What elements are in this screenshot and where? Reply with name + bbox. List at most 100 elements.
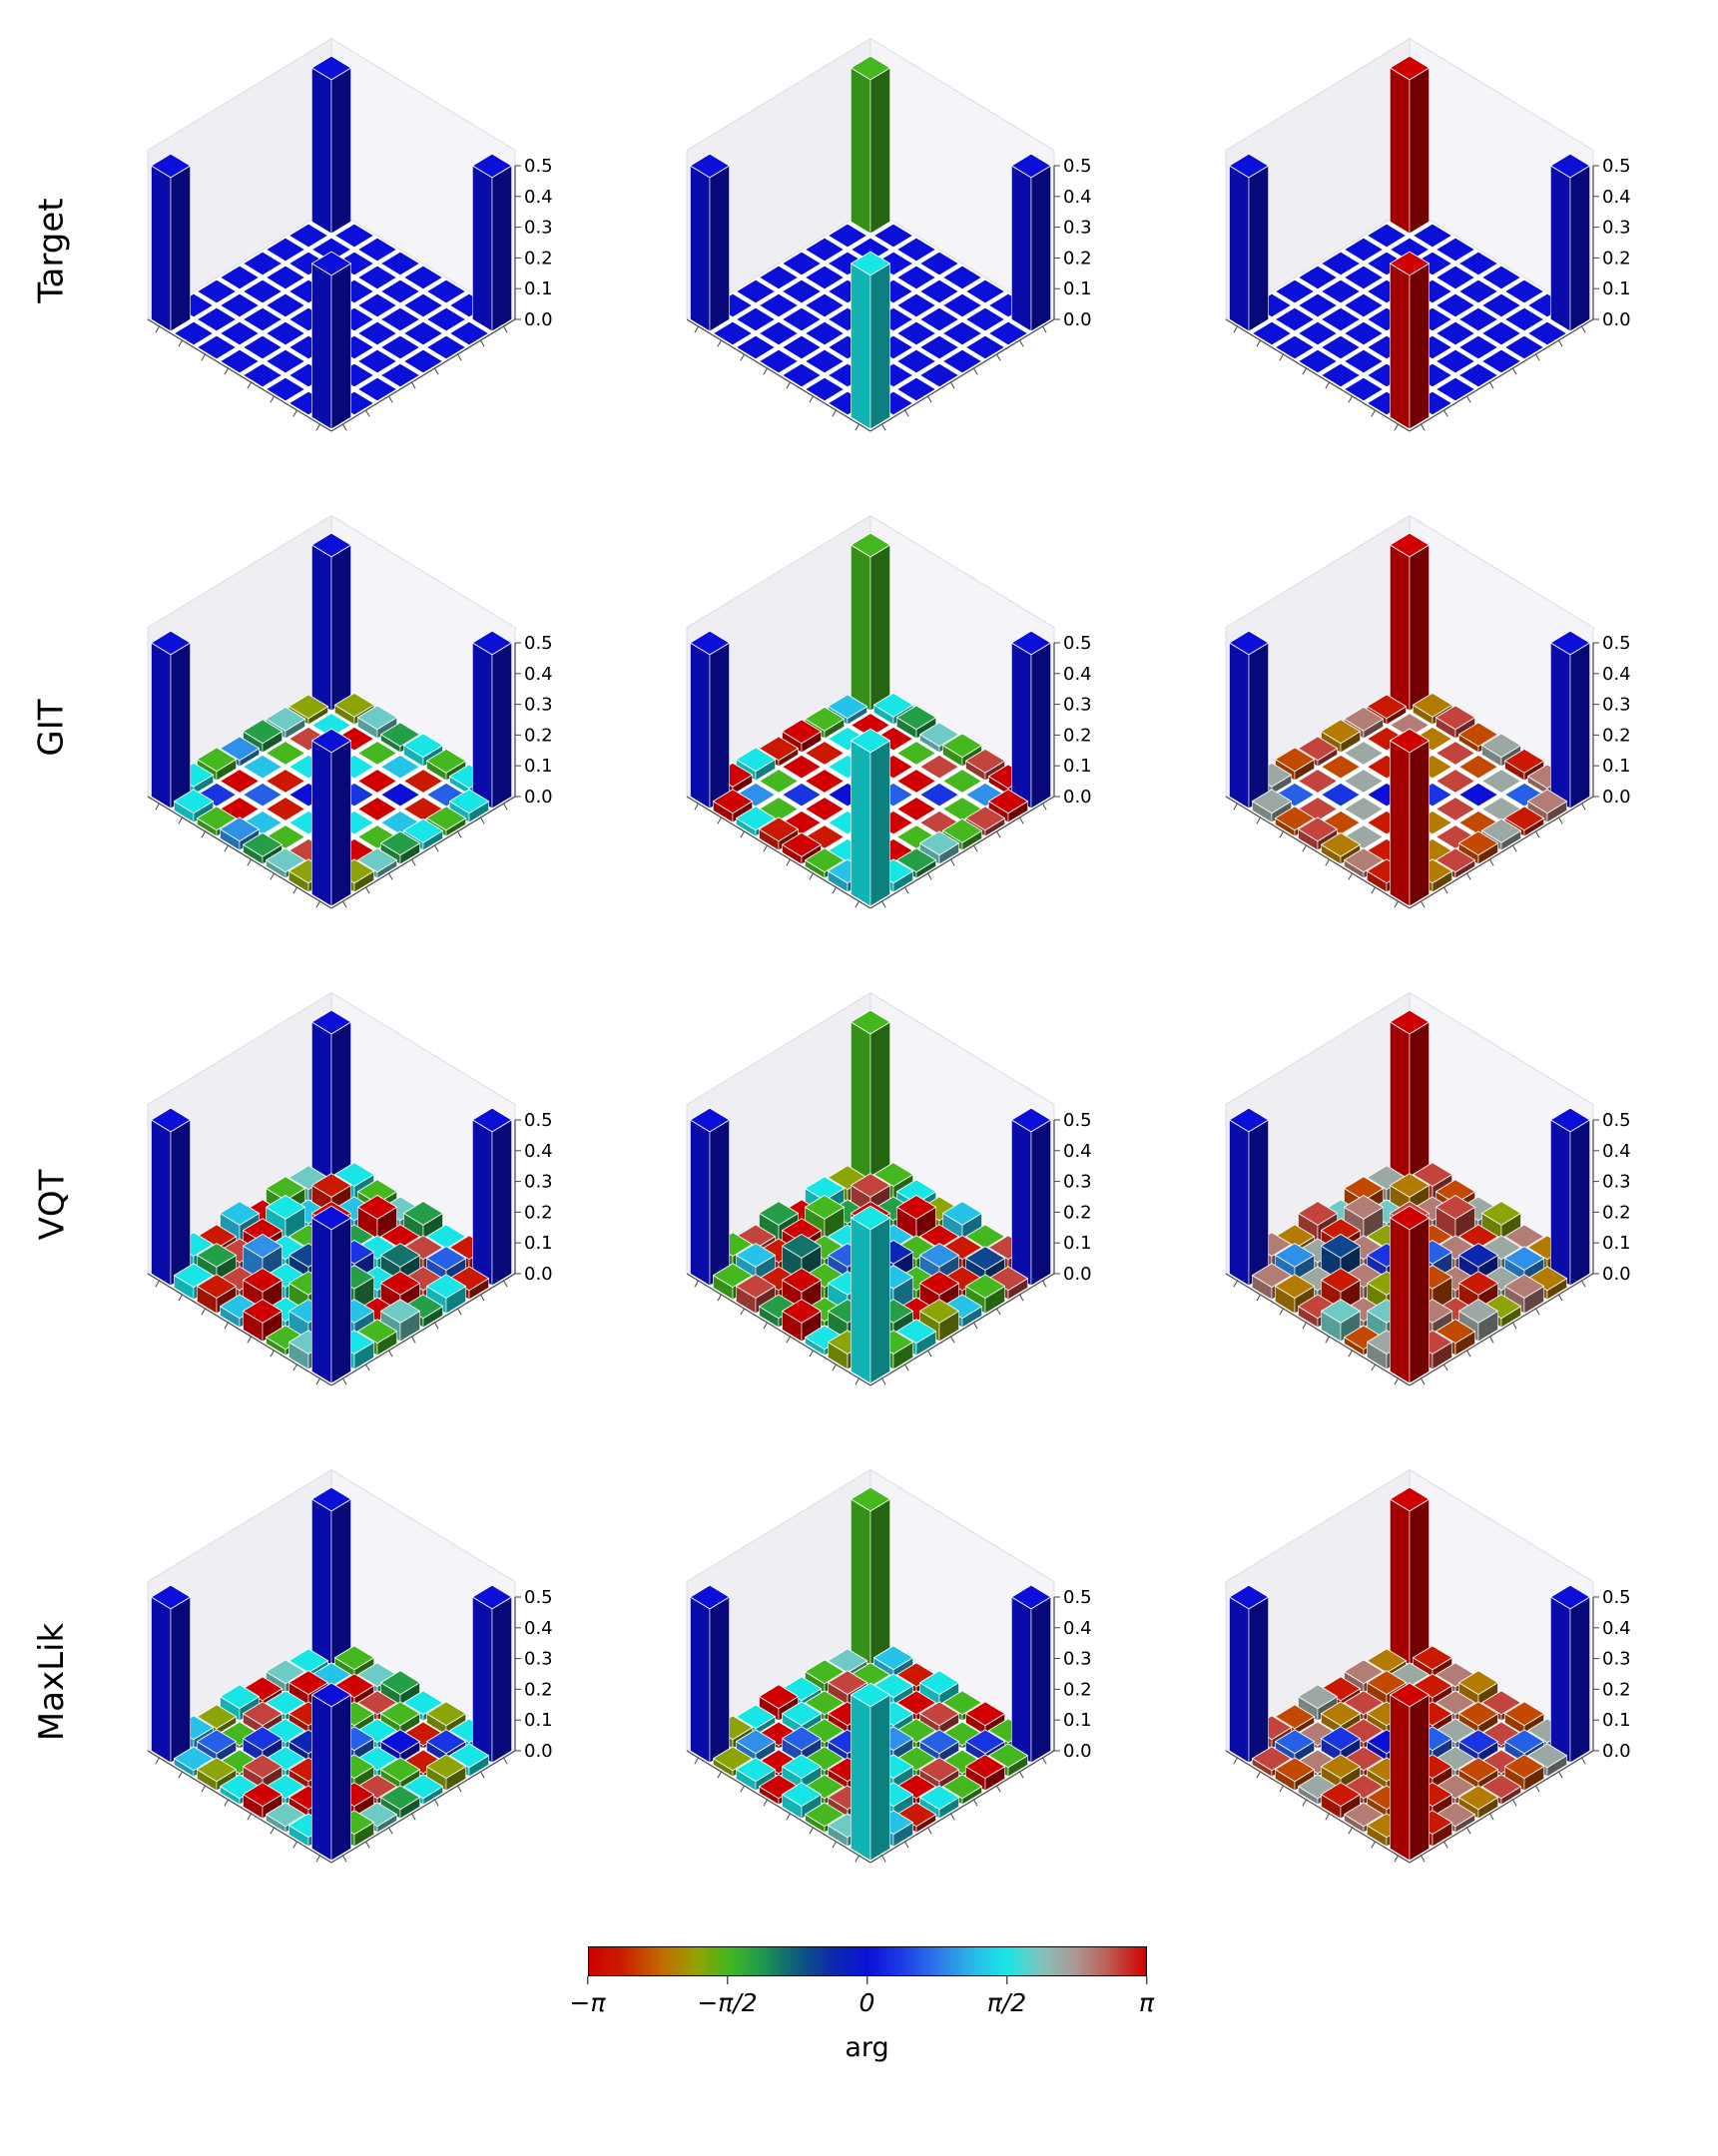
z-tick-label: 0.4	[524, 1618, 553, 1639]
colorbar: −π −π/2 0 π/2 π arg	[16, 1946, 1718, 2096]
z-tick-label: 0.3	[1602, 1649, 1631, 1670]
row-label-text: VQT	[31, 1169, 72, 1241]
z-tick-label: 0.3	[524, 1649, 553, 1670]
z-tick-label: 0.1	[1063, 1710, 1092, 1731]
z-tick-label: 0.1	[1063, 1233, 1092, 1254]
z-tick-label: 0.5	[1063, 1110, 1092, 1131]
z-tick-label: 0.3	[1063, 1172, 1092, 1193]
z-tick-label: 0.5	[524, 633, 553, 654]
z-tick-label: 0.0	[524, 1741, 553, 1762]
colorbar-tick-mark	[1145, 1976, 1148, 1984]
z-tick-label: 0.2	[1602, 1679, 1631, 1700]
colorbar-inner: −π −π/2 0 π/2 π arg	[570, 1946, 1154, 2096]
z-tick-label: 0.5	[524, 1110, 553, 1131]
colorbar-label: arg	[845, 2032, 889, 2063]
z-tick-label: 0.0	[1063, 309, 1092, 330]
z-tick-label: 0.5	[524, 1587, 553, 1608]
plot-maxlik-col3: 0.0 0.1 0.2 0.3 0.4 0.5	[1225, 1469, 1631, 1864]
z-tick-label: 0.4	[524, 664, 553, 685]
z-tick-label: 0.0	[1602, 1264, 1631, 1285]
z-tick-label: 0.0	[1063, 1741, 1092, 1762]
plot-target-col1: 0.0 0.1 0.2 0.3 0.4 0.5	[147, 38, 553, 432]
z-tick-label: 0.3	[1063, 218, 1092, 239]
z-tick-label: 0.1	[1602, 1233, 1631, 1254]
z-tick-label: 0.0	[524, 787, 553, 808]
colorbar-tick-mark	[1005, 1976, 1008, 1984]
colorbar-tick-label: π/2	[986, 1988, 1027, 2017]
z-tick-label: 0.5	[1602, 1587, 1631, 1608]
z-tick-label: 0.0	[1602, 309, 1631, 330]
z-tick-label: 0.5	[1063, 633, 1092, 654]
z-tick-label: 0.2	[524, 248, 553, 269]
z-tick-label: 0.0	[1602, 787, 1631, 808]
z-tick-label: 0.1	[524, 1233, 553, 1254]
z-tick-label: 0.4	[1063, 664, 1092, 685]
row-label-git: GIT	[16, 489, 88, 966]
row-label-maxlik: MaxLik	[16, 1443, 88, 1920]
z-tick-label: 0.3	[1602, 218, 1631, 239]
z-tick-label: 0.3	[1063, 695, 1092, 716]
z-tick-label: 0.4	[1602, 1141, 1631, 1162]
plot-git-col2: 0.0 0.1 0.2 0.3 0.4 0.5	[686, 515, 1092, 909]
colorbar-tick-mark	[586, 1976, 589, 1984]
z-tick-label: 0.3	[1063, 1649, 1092, 1670]
z-tick-label: 0.0	[524, 309, 553, 330]
z-tick-label: 0.2	[524, 1202, 553, 1223]
z-tick-label: 0.2	[524, 725, 553, 746]
colorbar-gradient	[587, 1946, 1147, 1976]
plot-git-col1: 0.0 0.1 0.2 0.3 0.4 0.5	[147, 515, 553, 909]
z-tick-label: 0.0	[524, 1264, 553, 1285]
z-tick-label: 0.1	[1063, 278, 1092, 299]
z-tick-label: 0.1	[524, 1710, 553, 1731]
z-tick-label: 0.5	[1602, 1110, 1631, 1131]
z-tick-label: 0.1	[1602, 1710, 1631, 1731]
row-label-vqt: VQT	[16, 966, 88, 1443]
colorbar-tick-label: −π/2	[697, 1988, 758, 2017]
z-tick-label: 0.2	[1063, 725, 1092, 746]
plot-vqt-col2: 0.0 0.1 0.2 0.3 0.4 0.5	[686, 992, 1092, 1386]
z-tick-label: 0.4	[524, 187, 553, 208]
z-tick-label: 0.3	[524, 695, 553, 716]
z-tick-label: 0.4	[1602, 1618, 1631, 1639]
z-tick-label: 0.5	[1063, 1587, 1092, 1608]
z-tick-label: 0.4	[524, 1141, 553, 1162]
plot-maxlik-col2: 0.0 0.1 0.2 0.3 0.4 0.5	[686, 1469, 1092, 1864]
colorbar-tick-label: π	[1138, 1988, 1155, 2017]
colorbar-tick-label: −π	[569, 1988, 606, 2017]
plot-maxlik-col1: 0.0 0.1 0.2 0.3 0.4 0.5	[147, 1469, 553, 1864]
plot-git-col3: 0.0 0.1 0.2 0.3 0.4 0.5	[1225, 515, 1631, 909]
z-tick-label: 0.2	[1063, 248, 1092, 269]
z-tick-label: 0.4	[1602, 187, 1631, 208]
z-tick-label: 0.3	[1602, 695, 1631, 716]
z-tick-label: 0.4	[1063, 1141, 1092, 1162]
z-tick-label: 0.5	[524, 156, 553, 177]
plot-vqt-col3: 0.0 0.1 0.2 0.3 0.4 0.5	[1225, 992, 1631, 1386]
z-tick-label: 0.4	[1063, 187, 1092, 208]
colorbar-tick-label: 0	[859, 1988, 875, 2017]
z-tick-label: 0.1	[1063, 756, 1092, 777]
z-tick-label: 0.1	[524, 756, 553, 777]
z-tick-label: 0.2	[1602, 725, 1631, 746]
z-tick-label: 0.3	[1602, 1172, 1631, 1193]
z-tick-label: 0.2	[524, 1679, 553, 1700]
z-tick-label: 0.4	[1602, 664, 1631, 685]
z-tick-label: 0.5	[1602, 633, 1631, 654]
row-label-text: Target	[32, 198, 72, 303]
plot-target-col3: 0.0 0.1 0.2 0.3 0.4 0.5	[1225, 38, 1631, 432]
z-tick-label: 0.1	[524, 278, 553, 299]
z-tick-label: 0.0	[1063, 787, 1092, 808]
z-tick-label: 0.2	[1602, 248, 1631, 269]
row-label-text: MaxLik	[32, 1622, 72, 1742]
row-label-target: Target	[16, 12, 88, 489]
z-tick-label: 0.0	[1602, 1741, 1631, 1762]
colorbar-tick-mark	[865, 1976, 868, 1984]
z-tick-label: 0.1	[1602, 756, 1631, 777]
z-tick-label: 0.0	[1063, 1264, 1092, 1285]
z-tick-label: 0.2	[1063, 1202, 1092, 1223]
plot-vqt-col1: 0.0 0.1 0.2 0.3 0.4 0.5	[147, 992, 553, 1386]
z-tick-label: 0.2	[1602, 1202, 1631, 1223]
z-tick-label: 0.3	[524, 1172, 553, 1193]
z-tick-label: 0.4	[1063, 1618, 1092, 1639]
plots-grid: Target 0.0 0.1 0.2 0.3 0.4 0.5 0.0 0.1 0.2 0.3 0.…	[16, 12, 1718, 1920]
